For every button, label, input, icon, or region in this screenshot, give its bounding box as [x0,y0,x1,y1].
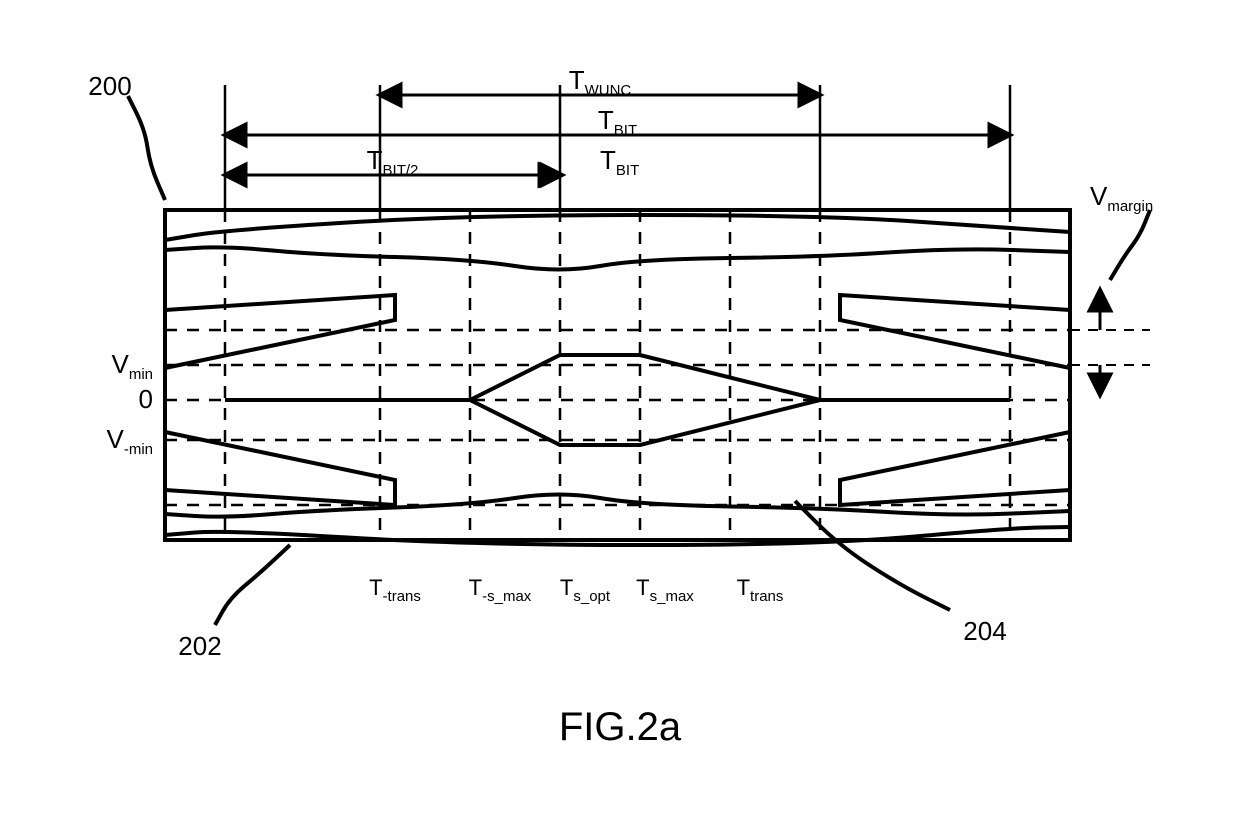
svg-text:Vmin: Vmin [111,349,153,383]
svg-text:0: 0 [139,384,153,414]
plot-box [165,210,1070,540]
top-labels: TWUNC TBIT TBIT/2 TBIT Vmargin [367,65,1154,280]
y-axis-labels: Vmin0 V-min [106,349,153,458]
svg-text:T-trans: T-trans [369,575,421,605]
svg-text:T-s_max: T-s_max [469,575,532,605]
svg-text:Ttrans: Ttrans [737,575,784,605]
x-axis-labels: T-trans T-s_max Ts_opt Ts_max Ttrans [369,575,783,605]
svg-text:TBIT: TBIT [598,105,637,139]
svg-text:Ts_opt: Ts_opt [560,575,611,605]
svg-text:Vmargin: Vmargin [1090,181,1153,215]
figure-caption: FIG.2a [559,705,682,749]
svg-text:V-min: V-min [106,424,153,458]
svg-text:TBIT: TBIT [600,145,639,179]
svg-text:TWUNC: TWUNC [569,65,632,99]
svg-text:TBIT/2: TBIT/2 [367,145,419,179]
svg-text:200: 200 [88,71,131,101]
eye-curves [165,215,1070,545]
svg-text:202: 202 [178,631,221,661]
svg-text:204: 204 [963,616,1006,646]
eye-diagram-figure: Vmin0 V-min T-trans T-s_max Ts_opt Ts_max Ttr… [0,0,1240,821]
svg-text:Ts_max: Ts_max [636,575,694,605]
grid-vertical [225,210,1010,540]
